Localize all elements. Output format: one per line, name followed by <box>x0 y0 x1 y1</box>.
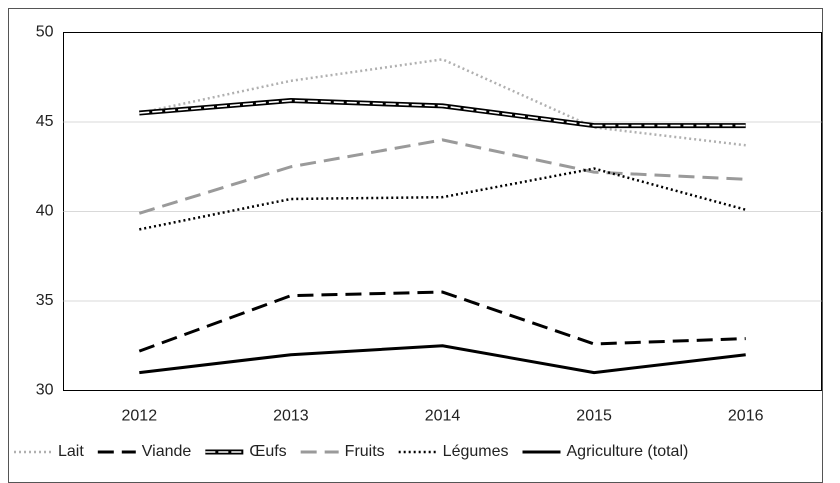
legend-label: Fruits <box>345 443 385 460</box>
x-tick-label: 2012 <box>122 408 158 425</box>
legend-label: Agriculture (total) <box>567 443 689 460</box>
series-line-inner <box>139 99 746 127</box>
y-tick-label: 45 <box>36 113 54 130</box>
series-line <box>138 138 746 215</box>
y-tick-label: 50 <box>36 24 54 41</box>
x-tick-label: 2015 <box>576 408 612 425</box>
y-tick-label: 30 <box>36 382 54 399</box>
y-tick-label: 40 <box>36 203 54 220</box>
x-tick-label: 2016 <box>728 408 764 425</box>
series-line <box>138 290 746 353</box>
legend-label: Œufs <box>249 443 286 460</box>
legend-label: Viande <box>142 443 192 460</box>
y-tick-label: 35 <box>36 292 54 309</box>
legend-label: Légumes <box>443 443 509 460</box>
series-line <box>139 344 746 375</box>
x-tick-label: 2013 <box>273 408 309 425</box>
legend-label: Lait <box>58 443 84 460</box>
series-line <box>139 58 746 147</box>
x-tick-label: 2014 <box>425 408 461 425</box>
series-line <box>139 167 747 231</box>
